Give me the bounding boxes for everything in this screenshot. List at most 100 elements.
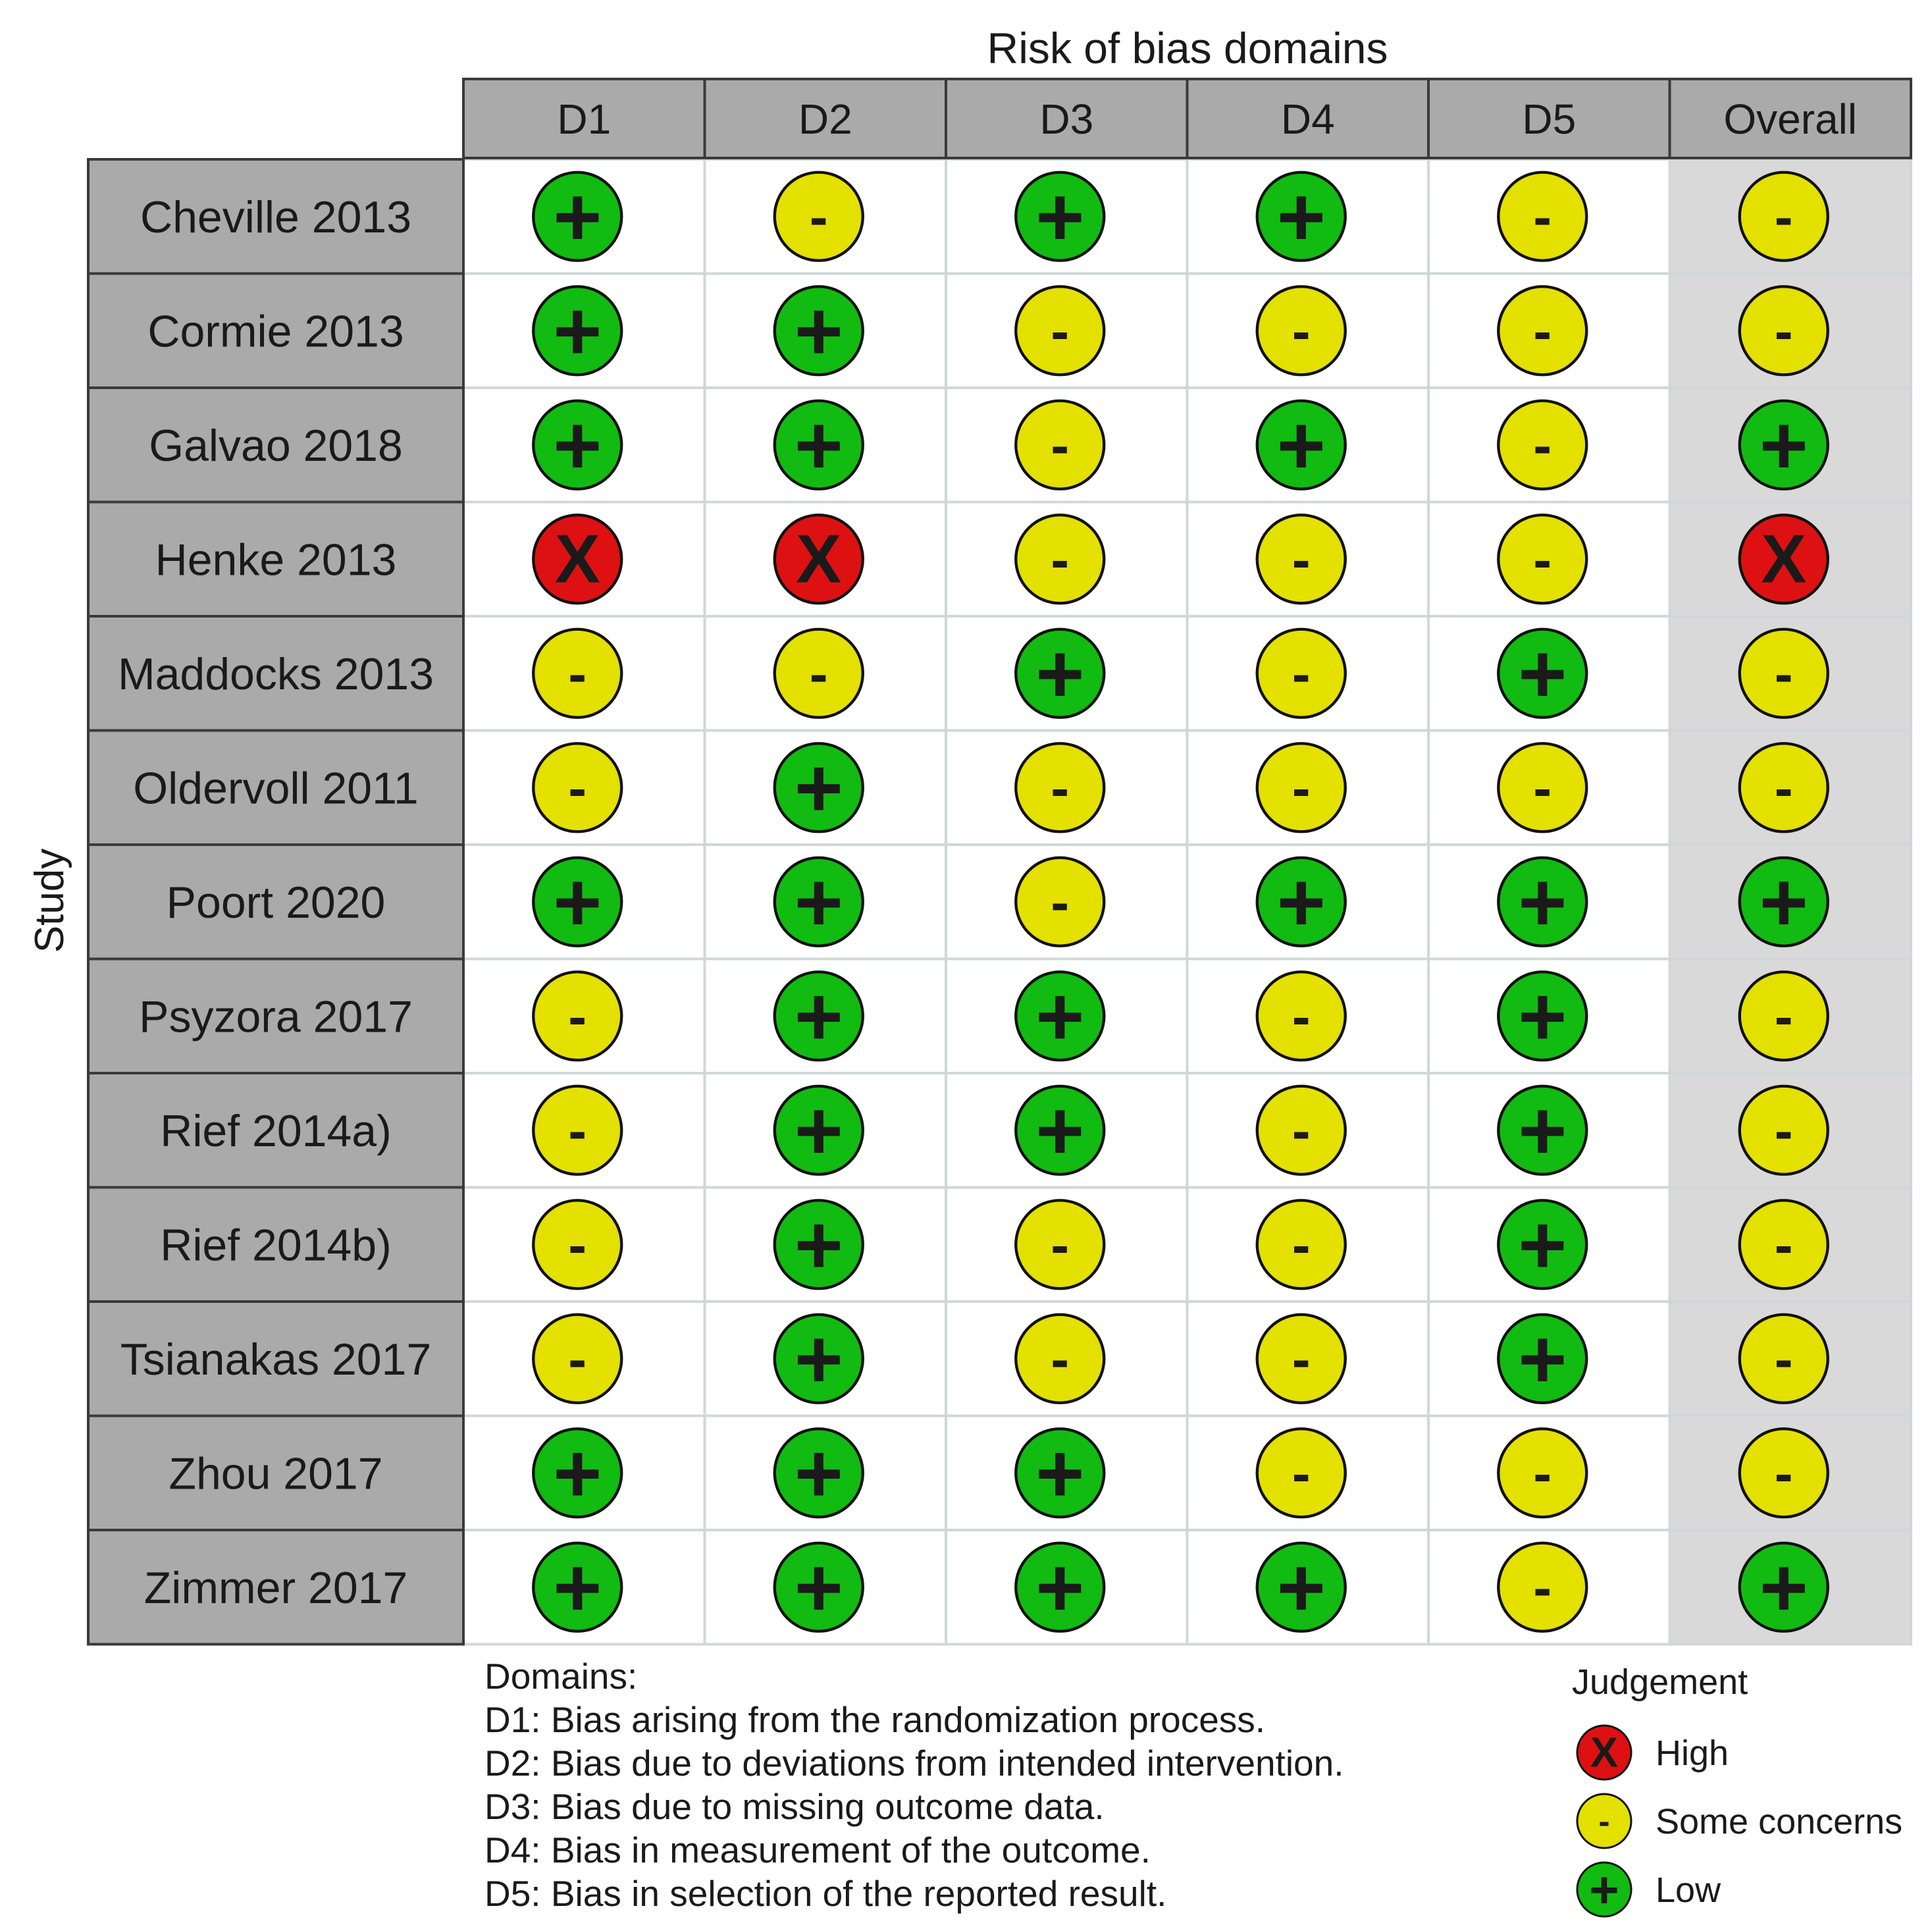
mark-zimmer-2017-d5-circle (1497, 1541, 1588, 1633)
mark-cormie-2013-d4-symbol: - (1292, 300, 1311, 361)
mark-rief-2014a-d3-symbol: + (1035, 1084, 1084, 1177)
mark-zhou-2017-d1-circle (532, 1427, 623, 1519)
mark-maddocks-2013-d4: - (1255, 627, 1347, 719)
legend-swatch-low-circle (1576, 1861, 1632, 1918)
mark-maddocks-2013-d1-symbol: - (568, 643, 587, 704)
domains-notes: Domains:D1: Bias arising from the random… (484, 1656, 1344, 1914)
mark-cheville-2013-d2: - (773, 171, 864, 262)
mark-tsianakas-2017-overall: - (1738, 1313, 1829, 1404)
mark-maddocks-2013-d2-symbol: - (810, 643, 828, 704)
mark-cheville-2013-d5: - (1497, 171, 1588, 262)
mark-cheville-2013-d4-circle (1255, 171, 1347, 262)
mark-cormie-2013-d2-symbol: + (795, 284, 843, 377)
mark-henke-2013-overall-circle (1738, 514, 1829, 605)
mark-poort-2020-d5-symbol: + (1518, 855, 1567, 949)
mark-cheville-2013-d4-symbol: + (1277, 170, 1326, 263)
domain-note-d3: D3: Bias due to missing outcome data. (484, 1786, 1105, 1827)
mark-cormie-2013-d3-circle (1014, 285, 1106, 377)
mark-zhou-2017-d4-symbol: - (1292, 1442, 1311, 1504)
mark-rief-2014b-d3-symbol: - (1051, 1213, 1069, 1275)
mark-zimmer-2017-d2-circle (773, 1541, 864, 1633)
mark-tsianakas-2017-d1-circle (532, 1313, 623, 1404)
mark-cormie-2013-d2: + (773, 284, 864, 377)
mark-zimmer-2017-overall-circle (1738, 1541, 1829, 1633)
study-label-maddocks-2013: Maddocks 2013 (118, 649, 434, 699)
mark-maddocks-2013-d2-circle (773, 627, 864, 719)
mark-maddocks-2013-overall-symbol: - (1775, 643, 1793, 704)
mark-rief-2014a-d1-symbol: - (568, 1099, 587, 1161)
legend-swatch-low-symbol: + (1589, 1861, 1619, 1918)
mark-cormie-2013-overall-circle (1738, 285, 1829, 377)
mark-zhou-2017-d2-circle (773, 1427, 864, 1519)
mark-henke-2013-d3-circle (1014, 514, 1106, 605)
mark-henke-2013-d3: - (1014, 514, 1106, 605)
mark-henke-2013-d5-symbol: - (1533, 528, 1552, 590)
mark-oldervoll-2011-overall-circle (1738, 742, 1829, 833)
mark-poort-2020-d1: + (532, 855, 623, 949)
study-label-cell (87, 1414, 465, 1531)
mark-rief-2014a-d5-circle (1497, 1084, 1588, 1176)
header-cell-d5 (1427, 78, 1671, 159)
mark-henke-2013-d4-symbol: - (1292, 528, 1311, 590)
column-header-overall: Overall (1723, 95, 1857, 143)
mark-cheville-2013-d1-symbol: + (553, 170, 602, 263)
column-header-d1: D1 (557, 95, 611, 143)
mark-poort-2020-d3-circle (1014, 856, 1106, 947)
mark-henke-2013-d3-symbol: - (1051, 528, 1069, 590)
mark-tsianakas-2017-d4-circle (1255, 1313, 1347, 1404)
mark-zhou-2017-d5: - (1497, 1427, 1588, 1519)
mark-oldervoll-2011-d4-symbol: - (1292, 756, 1311, 818)
mark-zimmer-2017-d3-circle (1014, 1541, 1106, 1633)
study-label-cell (87, 843, 465, 961)
mark-cormie-2013-overall: - (1738, 285, 1829, 377)
mark-tsianakas-2017-d3-symbol: - (1051, 1328, 1069, 1390)
domain-note-d4: D4: Bias in measurement of the outcome. (484, 1830, 1151, 1870)
mark-psyzora-2017-d5-symbol: + (1518, 969, 1567, 1063)
mark-rief-2014a-d5-symbol: + (1518, 1084, 1567, 1177)
mark-galvao-2018-d1-circle (532, 399, 623, 490)
domain-note-d1: D1: Bias arising from the randomization … (484, 1699, 1265, 1740)
mark-galvao-2018-d3-circle (1014, 399, 1106, 490)
legend-label-high: High (1656, 1733, 1729, 1773)
mark-zimmer-2017-d1: + (532, 1541, 623, 1634)
mark-rief-2014b-d5-circle (1497, 1199, 1588, 1290)
mark-maddocks-2013-d5-symbol: + (1518, 627, 1567, 720)
mark-zimmer-2017-d4: + (1255, 1541, 1347, 1634)
mark-cormie-2013-overall-symbol: - (1775, 300, 1793, 361)
mark-oldervoll-2011-d4-circle (1255, 742, 1347, 833)
study-label-psyzora-2017: Psyzora 2017 (139, 991, 413, 1042)
y-axis-label: Study (27, 849, 72, 953)
mark-cormie-2013-d5-circle (1497, 285, 1588, 377)
mark-cheville-2013-d2-circle (773, 171, 864, 262)
mark-zimmer-2017-d5-symbol: - (1533, 1556, 1552, 1618)
mark-psyzora-2017-d4-circle (1255, 970, 1347, 1062)
mark-rief-2014b-d2-symbol: + (795, 1198, 843, 1291)
mark-cormie-2013-d4-circle (1255, 285, 1347, 377)
mark-tsianakas-2017-d2-circle (773, 1313, 864, 1404)
legend-swatch-high: X (1576, 1724, 1632, 1781)
header-cell-d1 (462, 78, 706, 159)
chart-title: Risk of bias domains (987, 24, 1388, 72)
mark-henke-2013-d1-symbol: X (555, 521, 600, 597)
study-label-cell (87, 272, 465, 389)
mark-maddocks-2013-d3: + (1014, 627, 1106, 720)
mark-henke-2013-d4-circle (1255, 514, 1347, 605)
header-cell-overall (1668, 78, 1912, 159)
mark-zhou-2017-d2: + (773, 1426, 864, 1519)
study-label-cheville-2013: Cheville 2013 (140, 192, 411, 242)
mark-psyzora-2017-overall: - (1738, 970, 1829, 1062)
mark-henke-2013-d2: X (773, 514, 864, 605)
mark-tsianakas-2017-d1-symbol: - (568, 1328, 587, 1390)
mark-galvao-2018-d5-circle (1497, 399, 1588, 490)
mark-zhou-2017-overall-symbol: - (1775, 1442, 1793, 1504)
mark-tsianakas-2017-overall-symbol: - (1775, 1328, 1793, 1390)
study-label-rief-2014b: Rief 2014b) (160, 1220, 392, 1270)
mark-henke-2013-d1-circle (532, 514, 623, 605)
legend-swatch-some-concerns-circle (1576, 1793, 1632, 1849)
mark-oldervoll-2011-d2-symbol: + (795, 741, 843, 834)
mark-rief-2014b-d1-symbol: - (568, 1213, 587, 1275)
mark-rief-2014a-overall: - (1738, 1084, 1829, 1176)
study-label-poort-2020: Poort 2020 (167, 878, 386, 928)
mark-galvao-2018-overall-circle (1738, 399, 1829, 490)
mark-maddocks-2013-d2: - (773, 627, 864, 719)
